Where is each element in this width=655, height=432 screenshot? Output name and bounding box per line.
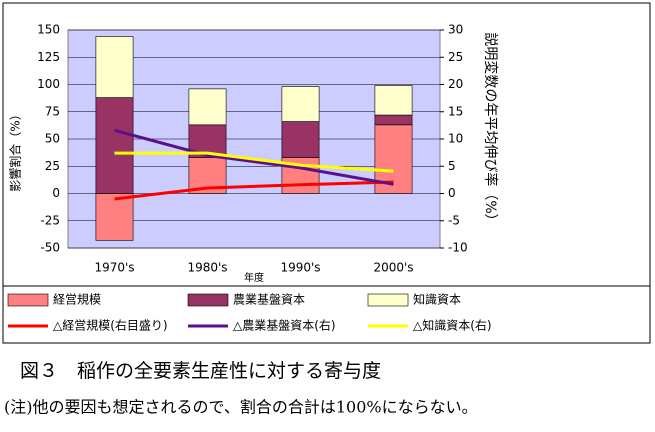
bar-segment (188, 88, 227, 126)
y-tick-label: -50 (40, 241, 60, 255)
line (114, 128, 394, 186)
bar-segment (281, 121, 320, 158)
bar-segment (95, 193, 134, 241)
bar-segment (95, 97, 134, 194)
y-tick-label: 75 (45, 104, 60, 118)
y-tick-label: 100 (37, 77, 60, 91)
y-tick-label: 25 (45, 159, 60, 173)
y-tick-label: -25 (40, 213, 60, 227)
y-tick-label: 50 (45, 132, 60, 146)
caption: 図３ 稲作の全要素生産性に対する寄与度 (20, 360, 381, 382)
line (114, 151, 394, 173)
legend-swatch (367, 293, 409, 307)
x-tick-label: 1970's (94, 261, 134, 275)
legend-swatch (7, 293, 49, 307)
bar-segment (374, 85, 413, 116)
y-axis-title: 影響割合（%） (8, 108, 23, 191)
legend-label: 農業基盤資本 (233, 293, 305, 307)
y-tick-label: 125 (37, 50, 60, 64)
x-tick-label: 1980's (187, 261, 227, 275)
y2-tick-label: 30 (448, 23, 463, 37)
legend-label: △経営規模(右目盛り) (53, 318, 168, 333)
note: (注)他の要因も想定されるので、割合の合計は100%にならない。 (4, 398, 478, 417)
bar-segment (95, 36, 134, 98)
legend-label: △知識資本(右) (413, 318, 492, 333)
y2-tick-label: 5 (448, 159, 456, 173)
legend-label: △農業基盤資本(右) (233, 318, 336, 333)
line (114, 180, 394, 201)
y2-tick-label: 25 (448, 50, 463, 64)
legend-frame (2, 285, 651, 344)
x-tick-label: 1990's (280, 261, 320, 275)
y2-tick-label: 0 (448, 186, 456, 200)
y2-axis-title: 説明変数の年平均伸び率（%） (482, 32, 499, 227)
y2-tick-label: 10 (448, 132, 463, 146)
bar-segment (281, 86, 320, 122)
y-tick-label: 0 (52, 186, 60, 200)
x-axis-title: 年度 (244, 271, 264, 284)
y-tick-label: 150 (37, 23, 60, 37)
bar-segment (374, 114, 413, 126)
legend-label: 知識資本 (413, 293, 461, 307)
legend-swatch (187, 293, 229, 307)
x-tick-label: 2000's (373, 261, 413, 275)
y2-tick-label: 15 (448, 104, 463, 118)
y2-tick-label: 20 (448, 77, 463, 91)
legend-label: 経営規模 (53, 292, 101, 307)
y2-tick-label: -10 (448, 241, 468, 255)
y2-tick-label: -5 (448, 213, 460, 227)
